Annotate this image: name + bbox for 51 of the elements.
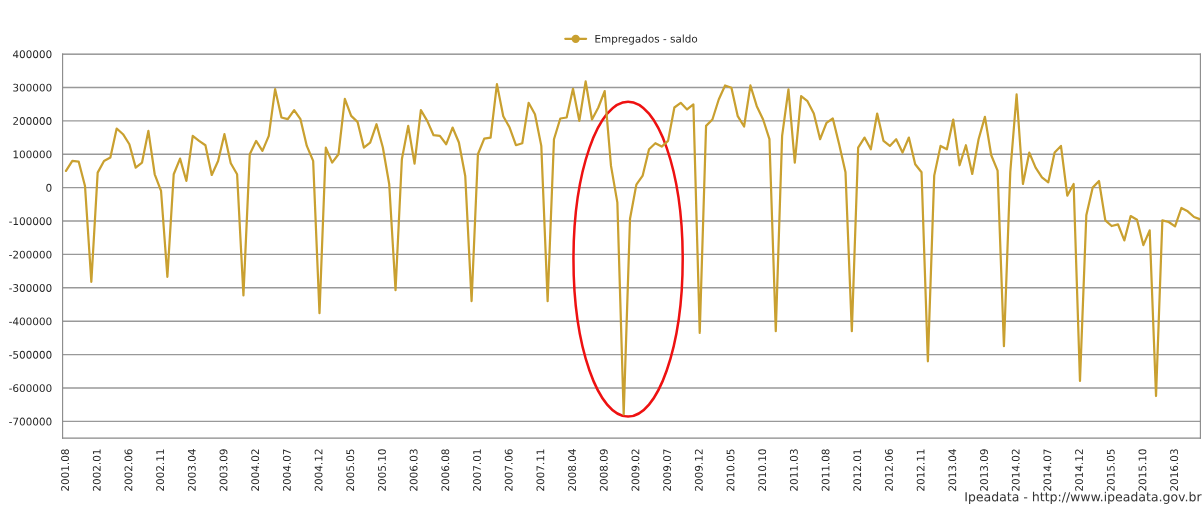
x-tick-label: 2006.03 xyxy=(409,449,418,491)
text: Ipeadata - http://www.ipeadata.gov.br xyxy=(965,491,1202,504)
x-tick-label: 2015.10 xyxy=(1138,449,1147,491)
x-tick-label: 2003.04 xyxy=(187,449,196,491)
x-tick-label: 2016.03 xyxy=(1170,449,1179,491)
x-tick-label: 2014.02 xyxy=(1011,449,1020,491)
x-tick-label: 2012.06 xyxy=(885,449,893,491)
x-tick-label: 2013.09 xyxy=(980,449,988,491)
x-tick-label: 2001.08 xyxy=(61,449,70,491)
line-series xyxy=(64,80,1201,416)
x-tick-label: 2009.07 xyxy=(663,449,672,491)
x-tick-label: 2008.09 xyxy=(599,449,608,491)
x-tick-label: 2012.11 xyxy=(916,449,925,491)
y-tick-label: -600000 xyxy=(9,384,52,393)
y-tick-label: -700000 xyxy=(9,417,52,426)
x-tick-label: 2010.05 xyxy=(726,449,735,491)
y-tick-label: 100000 xyxy=(13,150,52,159)
y-tick-label: 0 xyxy=(46,183,52,192)
x-tick-label: 2015.05 xyxy=(1106,449,1115,491)
y-tick-label: -500000 xyxy=(9,350,52,359)
y-tick-label: 300000 xyxy=(13,83,52,92)
x-tick-label: 2004.02 xyxy=(251,449,260,491)
x-tick-label: 2007.11 xyxy=(536,449,545,491)
x-tick-label: 2003.09 xyxy=(219,449,228,491)
x-tick-label: 2006.08 xyxy=(441,449,450,491)
y-tick-label: 200000 xyxy=(13,117,52,125)
x-tick-label: 2004.12 xyxy=(314,449,323,491)
x-tick-label: 2011.03 xyxy=(789,449,798,491)
x-tick-label: 2002.06 xyxy=(124,449,133,491)
y-tick-label: -100000 xyxy=(9,217,52,226)
x-tick-label: 2002.01 xyxy=(92,449,101,491)
x-tick-label: 2011.08 xyxy=(821,449,830,491)
x-tick-label: 2005.10 xyxy=(378,449,386,491)
x-tick-label: 2014.07 xyxy=(1043,449,1052,491)
x-tick-label: 2007.06 xyxy=(504,449,513,491)
x-tick-label: 2012.01 xyxy=(853,449,862,491)
x-tick-label: 2009.12 xyxy=(694,449,703,491)
x-tick-label: 2014.12 xyxy=(1075,449,1083,491)
y-tick-label: 400000 xyxy=(12,50,52,59)
x-tick-label: 2010.10 xyxy=(758,449,767,491)
legend-label: Empregados - saldo xyxy=(595,34,698,45)
x-tick-label: 2002.11 xyxy=(156,449,165,491)
x-tick-label: 2008.04 xyxy=(568,449,576,491)
y-tick-label: -300000 xyxy=(9,284,52,292)
x-tick-label: 2007.01 xyxy=(473,449,481,491)
x-tick-label: 2013.04 xyxy=(948,449,957,491)
x-tick-label: 2005.05 xyxy=(346,449,355,491)
y-tick-label: -400000 xyxy=(9,317,52,326)
x-tick-label: 2009.02 xyxy=(631,449,640,491)
x-tick-label: 2004.07 xyxy=(282,449,291,491)
y-tick-label: -200000 xyxy=(9,250,52,259)
